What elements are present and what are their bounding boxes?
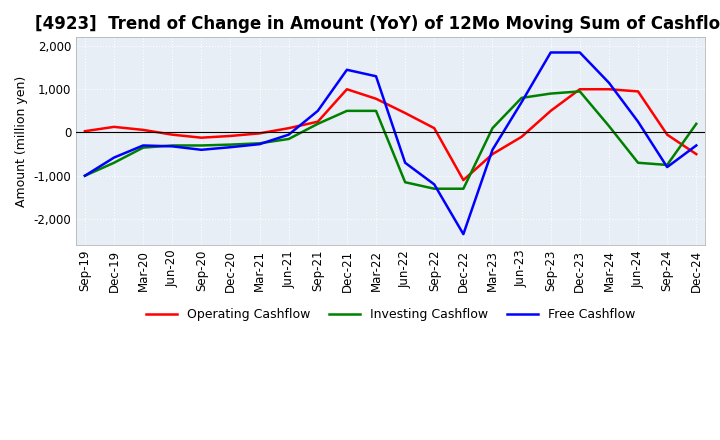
Operating Cashflow xyxy=(546,108,555,114)
Line: Free Cashflow: Free Cashflow xyxy=(85,52,696,234)
Free Cashflow xyxy=(430,182,438,187)
Investing Cashflow xyxy=(372,108,380,114)
Investing Cashflow xyxy=(256,141,264,146)
Investing Cashflow xyxy=(605,123,613,128)
Investing Cashflow xyxy=(663,162,672,168)
Free Cashflow xyxy=(109,155,118,160)
Operating Cashflow xyxy=(109,124,118,129)
Operating Cashflow xyxy=(517,134,526,139)
Free Cashflow xyxy=(546,50,555,55)
Investing Cashflow xyxy=(168,143,176,148)
Free Cashflow xyxy=(372,73,380,79)
Investing Cashflow xyxy=(575,89,584,94)
Free Cashflow xyxy=(605,80,613,85)
Investing Cashflow xyxy=(517,95,526,100)
Free Cashflow xyxy=(256,142,264,147)
Free Cashflow xyxy=(663,165,672,170)
Operating Cashflow xyxy=(226,133,235,139)
Line: Operating Cashflow: Operating Cashflow xyxy=(85,89,696,180)
Investing Cashflow xyxy=(139,145,148,150)
Investing Cashflow xyxy=(81,173,89,178)
Investing Cashflow xyxy=(488,125,497,131)
Legend: Operating Cashflow, Investing Cashflow, Free Cashflow: Operating Cashflow, Investing Cashflow, … xyxy=(140,303,641,326)
Operating Cashflow xyxy=(139,127,148,132)
Operating Cashflow xyxy=(168,132,176,137)
Investing Cashflow xyxy=(459,186,468,191)
Investing Cashflow xyxy=(343,108,351,114)
Free Cashflow xyxy=(197,147,206,152)
Investing Cashflow xyxy=(692,121,701,126)
Operating Cashflow xyxy=(488,151,497,157)
Operating Cashflow xyxy=(575,87,584,92)
Free Cashflow xyxy=(575,50,584,55)
Free Cashflow xyxy=(517,99,526,105)
Free Cashflow xyxy=(488,147,497,152)
Free Cashflow xyxy=(634,119,642,125)
Free Cashflow xyxy=(313,108,322,114)
Free Cashflow xyxy=(226,145,235,150)
Investing Cashflow xyxy=(284,136,293,142)
Operating Cashflow xyxy=(692,151,701,157)
Line: Investing Cashflow: Investing Cashflow xyxy=(85,92,696,189)
Operating Cashflow xyxy=(663,132,672,137)
Free Cashflow xyxy=(459,231,468,237)
Free Cashflow xyxy=(692,143,701,148)
Free Cashflow xyxy=(168,144,176,149)
Operating Cashflow xyxy=(343,87,351,92)
Investing Cashflow xyxy=(313,121,322,126)
Free Cashflow xyxy=(139,143,148,148)
Investing Cashflow xyxy=(401,180,410,185)
Investing Cashflow xyxy=(430,186,438,191)
Free Cashflow xyxy=(81,173,89,178)
Operating Cashflow xyxy=(605,87,613,92)
Investing Cashflow xyxy=(634,160,642,165)
Free Cashflow xyxy=(401,160,410,165)
Free Cashflow xyxy=(343,67,351,73)
Title: [4923]  Trend of Change in Amount (YoY) of 12Mo Moving Sum of Cashflows: [4923] Trend of Change in Amount (YoY) o… xyxy=(35,15,720,33)
Operating Cashflow xyxy=(430,125,438,131)
Investing Cashflow xyxy=(226,142,235,147)
Operating Cashflow xyxy=(401,110,410,116)
Investing Cashflow xyxy=(546,91,555,96)
Investing Cashflow xyxy=(109,160,118,165)
Operating Cashflow xyxy=(197,135,206,140)
Operating Cashflow xyxy=(284,125,293,131)
Y-axis label: Amount (million yen): Amount (million yen) xyxy=(15,76,28,207)
Operating Cashflow xyxy=(634,89,642,94)
Operating Cashflow xyxy=(313,119,322,125)
Investing Cashflow xyxy=(197,143,206,148)
Operating Cashflow xyxy=(256,131,264,136)
Operating Cashflow xyxy=(459,177,468,183)
Operating Cashflow xyxy=(372,96,380,101)
Free Cashflow xyxy=(284,132,293,137)
Operating Cashflow xyxy=(81,128,89,134)
